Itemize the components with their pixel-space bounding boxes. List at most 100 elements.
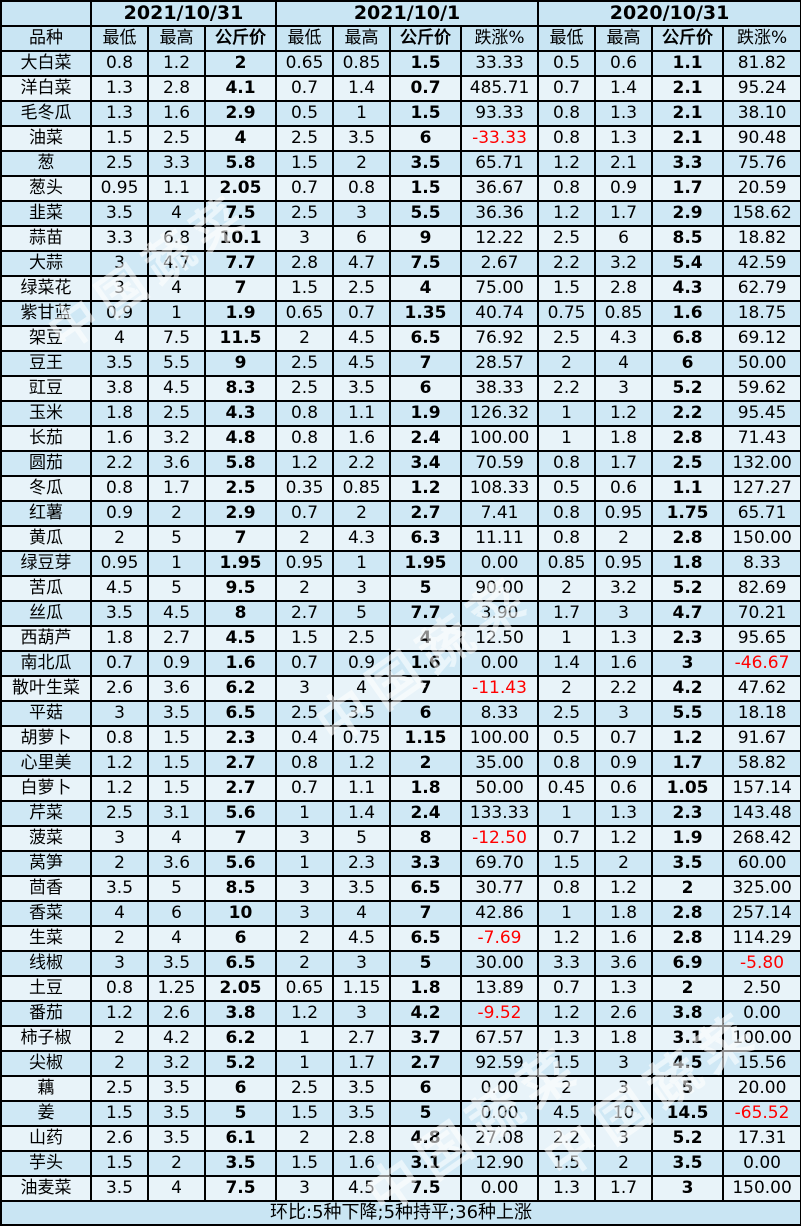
price-cell: 3.5 xyxy=(332,1100,391,1127)
price-cell: 2.5 xyxy=(537,225,597,252)
price-cell: 5.6 xyxy=(204,800,277,827)
price-cell: 1.7 xyxy=(594,200,654,227)
price-cell: 5 xyxy=(147,875,206,902)
price-cell: 12.90 xyxy=(459,1150,540,1177)
price-cell: 1.1 xyxy=(651,50,725,77)
price-cell: 1 xyxy=(147,300,206,327)
price-cell: 0.00 xyxy=(722,1000,801,1027)
price-cell: 3.5 xyxy=(651,850,725,877)
price-cell: 1.3 xyxy=(594,125,654,152)
price-cell: 4 xyxy=(147,200,206,227)
price-cell: 2.8 xyxy=(651,525,725,552)
price-cell: 4 xyxy=(332,900,391,927)
price-cell: -33.33 xyxy=(459,125,540,152)
price-cell: 4.5 xyxy=(204,625,277,652)
price-cell: 60.00 xyxy=(722,850,801,877)
price-cell: -12.50 xyxy=(459,825,540,852)
table-row: 平菇 3 3.5 6.5 2.5 3.5 6 8.33 2.5 3 5.5 18… xyxy=(0,700,801,727)
price-cell: 8 xyxy=(389,825,462,852)
table-row: 土豆 0.8 1.25 2.05 0.65 1.15 1.8 13.89 0.7… xyxy=(0,975,801,1002)
table-row: 洋白菜 1.3 2.8 4.1 0.7 1.4 0.7 485.71 0.7 1… xyxy=(0,75,801,102)
product-name-cell: 丝瓜 xyxy=(0,600,92,627)
price-cell: 3.3 xyxy=(389,850,462,877)
table-row: 油菜 1.5 2.5 4 2.5 3.5 6 -33.33 0.8 1.3 2.… xyxy=(0,125,801,152)
price-cell: 0.65 xyxy=(275,50,334,77)
price-cell: 1.4 xyxy=(594,75,654,102)
price-cell: 65.71 xyxy=(722,500,801,527)
price-cell: 1.95 xyxy=(389,550,462,577)
product-name-cell: 线椒 xyxy=(0,950,92,977)
price-cell: 1.2 xyxy=(537,925,597,952)
price-cell: 3.7 xyxy=(389,1025,462,1052)
price-cell: 3 xyxy=(594,375,654,402)
price-cell: 114.29 xyxy=(722,925,801,952)
col-header-low-2: 最低 xyxy=(275,25,334,52)
price-cell: 2.4 xyxy=(389,800,462,827)
price-cell: 4 xyxy=(147,275,206,302)
price-cell: 2 xyxy=(90,850,149,877)
price-cell: 3.4 xyxy=(389,450,462,477)
price-cell: 7 xyxy=(389,350,462,377)
table-row: 白萝卜 1.2 1.5 2.7 0.7 1.1 1.8 50.00 0.45 0… xyxy=(0,775,801,802)
price-cell: 2.3 xyxy=(651,625,725,652)
price-cell: 42.86 xyxy=(459,900,540,927)
price-cell: 2 xyxy=(537,1075,597,1102)
price-cell: 0.8 xyxy=(90,50,149,77)
product-name-cell: 芋头 xyxy=(0,1150,92,1177)
price-cell: 50.00 xyxy=(722,350,801,377)
price-cell: 3 xyxy=(594,1050,654,1077)
price-cell: 1.8 xyxy=(389,775,462,802)
price-cell: 93.33 xyxy=(459,100,540,127)
price-cell: 7.5 xyxy=(389,1175,462,1202)
price-cell: 4 xyxy=(147,825,206,852)
price-cell: 0.9 xyxy=(90,300,149,327)
price-cell: 150.00 xyxy=(722,525,801,552)
price-cell: 2.1 xyxy=(594,150,654,177)
price-cell: 2.5 xyxy=(204,475,277,502)
price-cell: 5.2 xyxy=(651,375,725,402)
price-cell: 126.32 xyxy=(459,400,540,427)
price-cell: 6 xyxy=(389,125,462,152)
price-cell: 1.7 xyxy=(594,1175,654,1202)
price-cell: 82.69 xyxy=(722,575,801,602)
price-cell: 1 xyxy=(537,625,597,652)
price-cell: 1.4 xyxy=(537,650,597,677)
price-cell: 9 xyxy=(204,350,277,377)
price-cell: 1.6 xyxy=(594,650,654,677)
price-cell: 1.2 xyxy=(537,150,597,177)
price-cell: 18.75 xyxy=(722,300,801,327)
price-cell: 0.7 xyxy=(594,725,654,752)
price-cell: 18.82 xyxy=(722,225,801,252)
price-cell: 2.5 xyxy=(275,350,334,377)
price-cell: 1.2 xyxy=(594,875,654,902)
price-cell: 6 xyxy=(147,900,206,927)
table-row: 山药 2.6 3.5 6.1 2 2.8 4.8 27.08 2.2 3 5.2… xyxy=(0,1125,801,1152)
price-cell: 0.95 xyxy=(594,550,654,577)
price-cell: 3.5 xyxy=(147,1100,206,1127)
price-cell: 1.5 xyxy=(147,750,206,777)
product-name-cell: 番茄 xyxy=(0,1000,92,1027)
price-cell: 4.2 xyxy=(147,1025,206,1052)
price-cell: 158.62 xyxy=(722,200,801,227)
product-name-cell: 葱头 xyxy=(0,175,92,202)
price-cell: 2.9 xyxy=(204,100,277,127)
col-header-kg-1: 公斤价 xyxy=(204,25,277,52)
price-cell: 0.9 xyxy=(90,500,149,527)
price-cell: 1 xyxy=(147,550,206,577)
price-cell: 27.08 xyxy=(459,1125,540,1152)
price-cell: 7 xyxy=(204,825,277,852)
price-cell: 3 xyxy=(275,875,334,902)
price-cell: 28.57 xyxy=(459,350,540,377)
price-cell: 90.00 xyxy=(459,575,540,602)
price-cell: 4 xyxy=(147,1175,206,1202)
table-row: 莴笋 2 3.6 5.6 1 2.3 3.3 69.70 1.5 2 3.5 6… xyxy=(0,850,801,877)
price-cell: 2 xyxy=(147,500,206,527)
price-cell: 33.33 xyxy=(459,50,540,77)
price-cell: 11.11 xyxy=(459,525,540,552)
table-row: 葱 2.5 3.3 5.8 1.5 2 3.5 65.71 1.2 2.1 3.… xyxy=(0,150,801,177)
price-cell: 257.14 xyxy=(722,900,801,927)
price-cell: 30.00 xyxy=(459,950,540,977)
price-cell: 6.5 xyxy=(204,950,277,977)
product-name-cell: 冬瓜 xyxy=(0,475,92,502)
price-cell: 0.00 xyxy=(459,550,540,577)
